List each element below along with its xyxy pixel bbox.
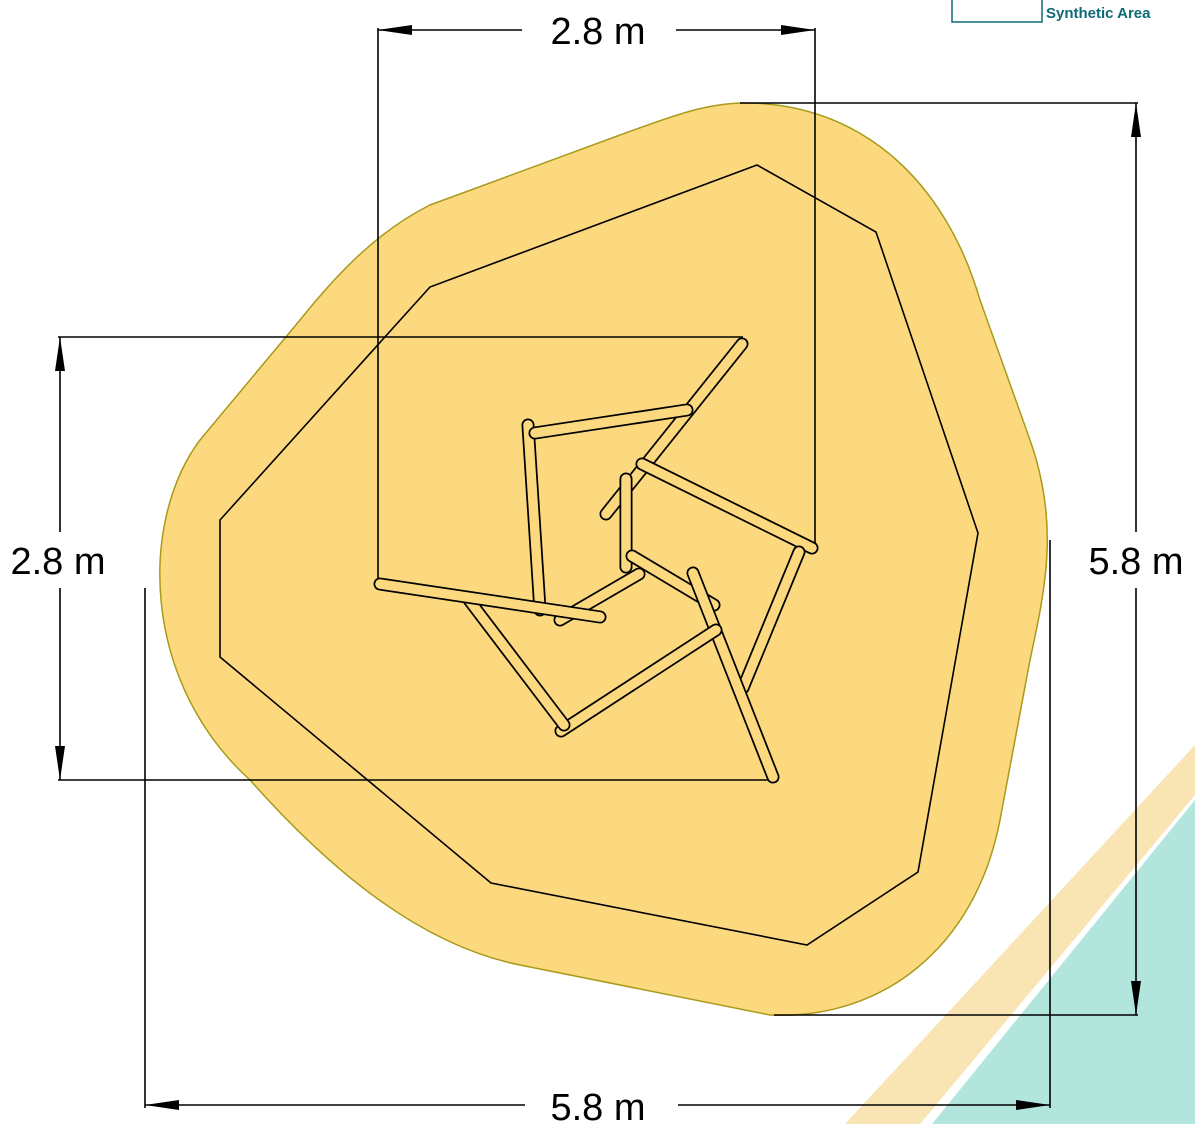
arrow-icon [1131,103,1141,137]
arrow-icon [145,1100,179,1110]
timber-log [637,459,817,553]
legend-swatch [951,0,1043,23]
corner-cream-stripe [845,745,1195,1124]
timber-log [556,625,721,736]
timber-log [530,405,692,438]
timber-log [688,568,778,782]
arrow-icon [1016,1100,1050,1110]
arrow-icon [55,746,65,780]
legend-label: Synthetic Area [1046,5,1151,22]
arrow-icon [55,337,65,371]
arrow-icon [378,25,412,35]
timber-log [738,547,804,693]
arrow-icon [781,25,815,35]
safety-area [159,102,1049,1016]
arrow-icon [1131,981,1141,1015]
legend: Synthetic Area [951,0,1151,23]
corner-teal-stripe [932,800,1195,1124]
timber-logs [373,337,819,784]
dimension-label-right: 5.8 m [1088,541,1183,583]
timber-log [464,595,569,730]
timber-log [375,579,605,622]
dimension-label-left: 2.8 m [10,541,105,583]
dimension-arrowheads [55,25,1141,1110]
dimension-label-bottom: 5.8 m [550,1087,645,1124]
dimension-label-top: 2.8 m [550,11,645,53]
equipment-outline [219,164,979,946]
timber-log [523,420,545,615]
